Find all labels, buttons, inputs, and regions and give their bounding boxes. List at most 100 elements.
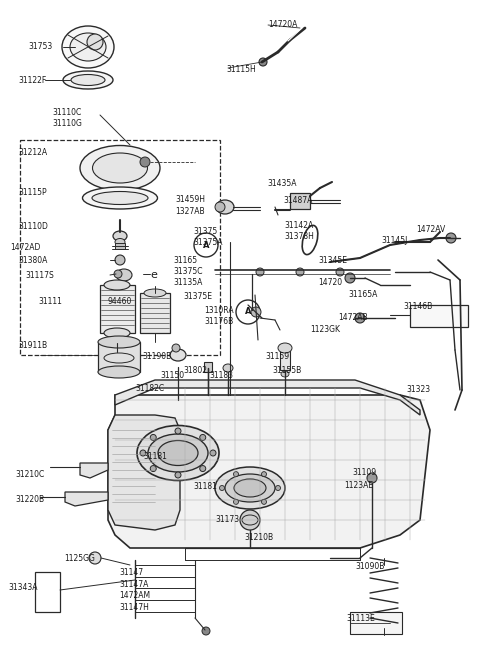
Text: 1472AM: 1472AM — [119, 591, 150, 600]
Text: 1123GK: 1123GK — [310, 325, 340, 334]
Circle shape — [355, 313, 365, 323]
Bar — [35, 572, 60, 612]
Bar — [100, 285, 135, 333]
Text: 31111: 31111 — [38, 297, 62, 306]
Text: 31183: 31183 — [209, 371, 233, 380]
Circle shape — [172, 344, 180, 352]
Text: 31220B: 31220B — [15, 495, 44, 504]
Text: 31110C: 31110C — [52, 108, 81, 117]
Ellipse shape — [104, 328, 130, 338]
Ellipse shape — [116, 269, 132, 281]
Text: 31173: 31173 — [215, 515, 239, 524]
Text: 31378H: 31378H — [284, 232, 314, 241]
Text: 31210B: 31210B — [244, 533, 273, 542]
Text: 31190B: 31190B — [142, 352, 171, 361]
Circle shape — [276, 485, 280, 491]
Circle shape — [89, 552, 101, 564]
Ellipse shape — [148, 434, 208, 472]
Circle shape — [262, 499, 266, 504]
Text: 31147H: 31147H — [119, 603, 149, 612]
Bar — [20, 140, 220, 355]
Bar — [350, 612, 402, 634]
Circle shape — [215, 202, 225, 212]
Ellipse shape — [215, 467, 285, 509]
Text: 31165: 31165 — [173, 256, 197, 265]
Text: 31147A: 31147A — [119, 580, 148, 589]
Text: 31375C: 31375C — [173, 267, 203, 276]
Polygon shape — [108, 395, 430, 548]
Ellipse shape — [223, 364, 233, 372]
Text: 31181: 31181 — [193, 482, 217, 491]
Circle shape — [262, 472, 266, 477]
Ellipse shape — [225, 474, 275, 502]
Circle shape — [87, 34, 103, 50]
Text: 31212A: 31212A — [18, 148, 47, 157]
Ellipse shape — [113, 231, 127, 241]
Text: 31911B: 31911B — [18, 341, 47, 350]
Circle shape — [114, 270, 122, 278]
Ellipse shape — [158, 441, 198, 466]
Circle shape — [251, 307, 261, 317]
Circle shape — [336, 268, 344, 276]
Text: 31380A: 31380A — [18, 256, 48, 265]
Text: 14720A: 14720A — [268, 20, 298, 29]
Circle shape — [256, 268, 264, 276]
Ellipse shape — [83, 187, 157, 209]
Ellipse shape — [80, 145, 160, 191]
Text: 1125GG: 1125GG — [64, 554, 95, 563]
Text: 31090B: 31090B — [355, 562, 384, 571]
Circle shape — [202, 627, 210, 635]
Text: A: A — [203, 240, 209, 250]
Text: 1472AD: 1472AD — [10, 243, 40, 252]
Text: 94460: 94460 — [107, 297, 132, 306]
Polygon shape — [65, 492, 108, 506]
Text: 1123AE: 1123AE — [344, 481, 373, 490]
Text: 31459H: 31459H — [175, 195, 205, 204]
Ellipse shape — [216, 200, 234, 214]
Text: 31142A: 31142A — [284, 221, 313, 230]
Bar — [204, 362, 212, 372]
Ellipse shape — [63, 71, 113, 89]
Text: 31375A: 31375A — [193, 238, 223, 247]
Circle shape — [140, 157, 150, 167]
Circle shape — [240, 510, 260, 530]
Ellipse shape — [259, 58, 267, 66]
Text: 31135A: 31135A — [173, 278, 203, 287]
Text: 31145J: 31145J — [381, 236, 408, 245]
Circle shape — [140, 450, 146, 456]
Ellipse shape — [92, 191, 148, 204]
Ellipse shape — [62, 26, 114, 68]
Text: 31375E: 31375E — [183, 292, 212, 301]
Text: 31146B: 31146B — [403, 302, 432, 311]
Text: 31110G: 31110G — [52, 119, 82, 128]
Text: 31375: 31375 — [193, 227, 217, 236]
Ellipse shape — [115, 238, 125, 246]
Ellipse shape — [98, 336, 140, 348]
Text: 31182C: 31182C — [135, 384, 164, 393]
Circle shape — [200, 466, 206, 472]
Text: 31210C: 31210C — [15, 470, 44, 479]
Circle shape — [296, 268, 304, 276]
Bar — [410, 305, 468, 327]
Text: 31115P: 31115P — [18, 188, 47, 197]
Circle shape — [219, 485, 225, 491]
Text: 31435A: 31435A — [267, 179, 297, 188]
Text: 31343A: 31343A — [8, 583, 37, 592]
Text: 31181: 31181 — [143, 452, 167, 461]
Circle shape — [200, 434, 206, 440]
Ellipse shape — [234, 479, 266, 497]
Circle shape — [210, 450, 216, 456]
Ellipse shape — [98, 366, 140, 378]
Circle shape — [367, 473, 377, 483]
Polygon shape — [80, 463, 108, 478]
Polygon shape — [115, 380, 420, 415]
Ellipse shape — [278, 343, 292, 353]
Text: 31150: 31150 — [160, 371, 184, 380]
Circle shape — [150, 466, 156, 472]
Text: A: A — [245, 307, 251, 316]
Text: 1310RA: 1310RA — [204, 306, 234, 315]
Text: 31109: 31109 — [352, 468, 376, 477]
Text: 31117S: 31117S — [25, 271, 54, 280]
Text: e: e — [150, 270, 157, 280]
Bar — [98, 342, 140, 372]
